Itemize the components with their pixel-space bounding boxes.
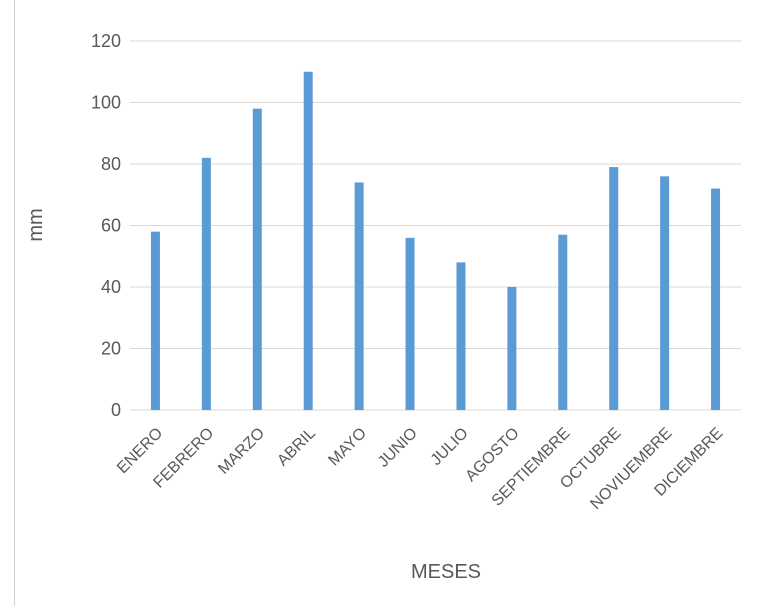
y-tick-label: 20 bbox=[101, 339, 121, 359]
bar-febrero bbox=[201, 157, 211, 410]
x-tick-label: MAYO bbox=[325, 425, 370, 470]
y-tick-label: 120 bbox=[91, 31, 121, 51]
bars bbox=[150, 71, 721, 411]
y-tick-label: 0 bbox=[111, 400, 121, 420]
x-axis-title: MESES bbox=[411, 561, 481, 583]
y-tick-label: 100 bbox=[91, 93, 121, 113]
x-tick-label: MARZO bbox=[215, 425, 268, 478]
y-tick-label: 80 bbox=[101, 154, 121, 174]
y-axis-title: mm bbox=[25, 208, 47, 241]
bar-noviuembre bbox=[660, 176, 670, 410]
x-tick-label: ENERO bbox=[114, 425, 166, 477]
bar-marzo bbox=[252, 108, 262, 411]
bar-diciembre bbox=[711, 188, 721, 410]
bar-junio bbox=[405, 237, 415, 410]
bar-julio bbox=[456, 262, 466, 410]
x-tick-label: JULIO bbox=[428, 425, 472, 469]
bar-septiembre bbox=[558, 234, 568, 410]
chart-frame-border bbox=[14, 0, 15, 606]
bar-enero bbox=[150, 231, 160, 410]
bar-agosto bbox=[507, 287, 517, 410]
x-tick-label: JUNIO bbox=[375, 425, 421, 471]
x-tick-label: ABRIL bbox=[274, 425, 319, 470]
bar-octubre bbox=[609, 167, 619, 410]
y-tick-label: 60 bbox=[101, 216, 121, 236]
y-tick-label: 40 bbox=[101, 277, 121, 297]
bar-abril bbox=[303, 71, 313, 410]
y-axis-ticks: 0 20 40 60 80 100 120 bbox=[91, 31, 121, 420]
bar-mayo bbox=[354, 182, 364, 410]
gridlines bbox=[130, 40, 741, 411]
